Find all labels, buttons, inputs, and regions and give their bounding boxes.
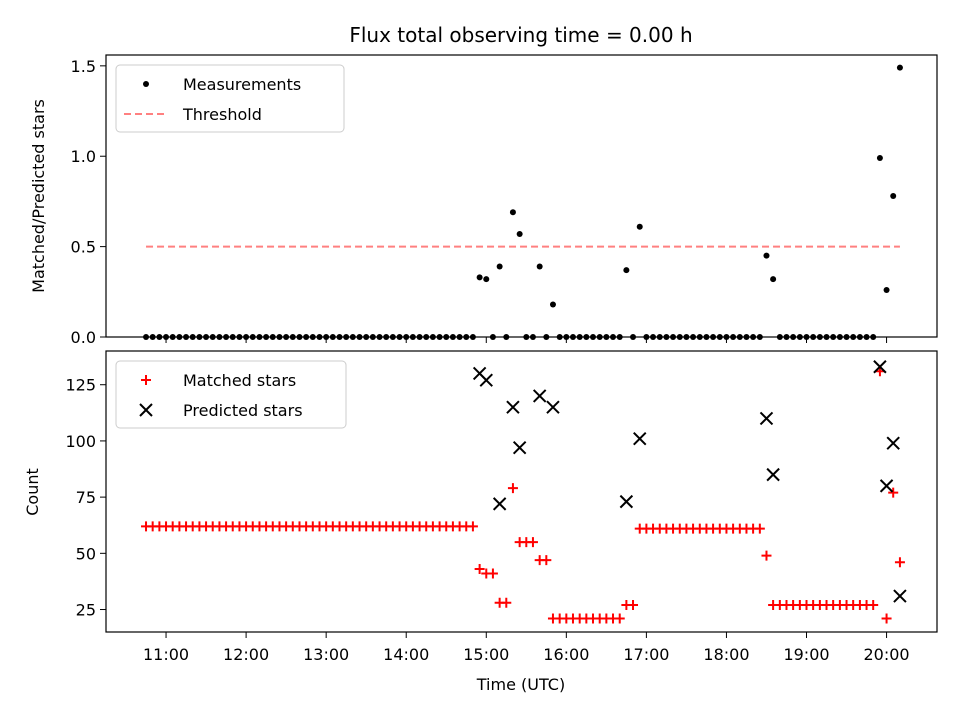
bottom-y-tick-label: 25 — [76, 601, 96, 620]
matched-stars-point — [541, 555, 552, 566]
bottom-legend: Matched stars Predicted stars — [115, 360, 347, 429]
top-legend-box — [115, 64, 345, 133]
bottom-y-tick-label: 75 — [76, 488, 96, 507]
matched-stars-point — [894, 557, 905, 568]
measurements-point — [516, 230, 523, 237]
top-panel: 0.0 0.5 1.0 1.5 Measurements Threshold — [71, 54, 938, 347]
matched-stars-legend-marker — [141, 375, 151, 385]
predicted-stars-point — [886, 436, 900, 450]
top-legend: Measurements Threshold — [115, 64, 345, 133]
measurements-point — [623, 267, 630, 274]
measurements-point — [896, 64, 903, 71]
x-tick-label: 13:00 — [303, 645, 349, 664]
matched-stars-point — [761, 550, 772, 561]
measurements-point — [496, 263, 503, 270]
predicted-stars-point — [479, 373, 493, 387]
top-y-tick-label: 0.0 — [71, 328, 96, 347]
top-y-tick-label: 0.5 — [71, 238, 96, 257]
predicted-stars-point — [873, 360, 887, 374]
x-axis-label: Time (UTC) — [476, 675, 565, 694]
top-y-tick-label: 1.0 — [71, 147, 96, 166]
matched-stars-point — [888, 487, 899, 498]
matched-stars-point — [754, 523, 765, 534]
x-tick-label: 19:00 — [783, 645, 829, 664]
matched-stars-point — [467, 521, 478, 532]
predicted-stars-point — [532, 389, 547, 403]
predicted-stars-point — [512, 440, 527, 455]
x-tick-label: 11:00 — [143, 645, 189, 664]
measurements-point — [883, 287, 890, 293]
measurements-point — [536, 263, 543, 270]
predicted-stars-point — [619, 494, 634, 509]
predicted-stars-point — [492, 497, 507, 511]
top-axes-frame — [105, 54, 938, 338]
x-tick-label: 15:00 — [463, 645, 509, 664]
top-y-tick-label: 1.5 — [71, 57, 96, 76]
matched-stars-point — [527, 537, 538, 548]
bottom-y-tick-label: 125 — [65, 376, 96, 395]
matched-stars-point — [614, 613, 625, 624]
matched-stars-point — [628, 600, 639, 611]
matched-stars-point — [487, 568, 498, 579]
top-y-axis-label: Matched/Predicted stars — [29, 99, 48, 293]
predicted-stars-legend-marker — [139, 403, 153, 417]
measurements-point — [770, 276, 777, 283]
matched-stars-legend-label: Matched stars — [183, 371, 296, 390]
measurements-point — [476, 274, 483, 281]
predicted-stars-point — [879, 479, 894, 493]
matched-stars-point — [474, 564, 485, 575]
measurements-point — [549, 301, 556, 308]
measurements-legend-label: Measurements — [183, 75, 301, 94]
measurements-point — [890, 193, 897, 199]
measurements-point — [876, 155, 883, 162]
predicted-stars-point — [893, 589, 907, 603]
x-tick-label: 16:00 — [543, 645, 589, 664]
matched-stars-point — [501, 597, 512, 608]
bottom-panel: 25 50 75 100 125 11:00 12:00 13:00 14:00 15:00 16:… — [65, 350, 938, 664]
x-tick-label: 12:00 — [223, 645, 269, 664]
predicted-stars-point — [506, 400, 520, 414]
measurements-legend-marker — [143, 81, 149, 87]
threshold-legend-label: Threshold — [182, 105, 262, 124]
matched-stars-point — [868, 600, 879, 611]
measurements-point — [483, 276, 490, 283]
x-tick-label: 18:00 — [703, 645, 749, 664]
bottom-y-tick-label: 100 — [65, 432, 96, 451]
predicted-stars-legend-label: Predicted stars — [183, 401, 303, 420]
matched-stars-point — [507, 483, 518, 494]
bottom-y-axis-label: Count — [23, 468, 42, 516]
chart-title: Flux total observing time = 0.00 h — [349, 23, 692, 47]
x-tick-label: 20:00 — [864, 645, 910, 664]
measurements-point — [763, 252, 770, 259]
bottom-legend-box — [115, 360, 347, 429]
predicted-stars-point — [759, 411, 774, 426]
measurements-point — [509, 209, 516, 216]
bottom-y-tick-label: 50 — [76, 544, 96, 563]
x-tick-label: 14:00 — [383, 645, 429, 664]
matched-stars-point — [881, 613, 892, 624]
bottom-axes-frame — [105, 350, 938, 633]
predicted-stars-point — [766, 467, 780, 482]
predicted-stars-point — [633, 431, 647, 446]
measurements-point — [636, 223, 643, 230]
predicted-stars-point — [546, 400, 560, 414]
x-tick-label: 17:00 — [623, 645, 669, 664]
